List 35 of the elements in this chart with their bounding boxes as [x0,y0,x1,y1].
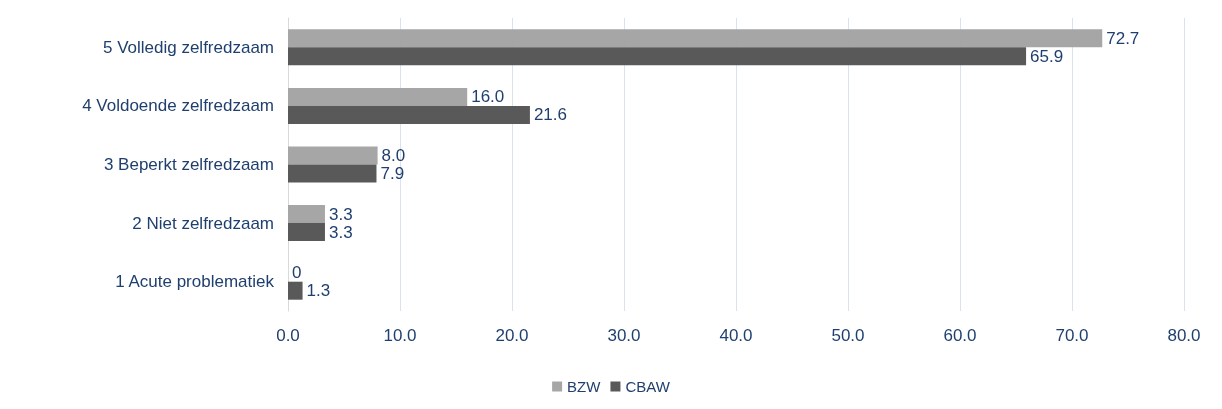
x-tick-label: 20.0 [495,326,529,345]
data-label: 16.0 [471,87,505,107]
bar [288,29,1103,48]
x-tick-label: 10.0 [383,326,417,345]
data-label: 65.9 [1030,46,1064,66]
bar [288,146,378,165]
legend-label: CBAW [625,378,671,395]
bar [288,223,325,242]
bar [288,205,325,224]
data-label: 1.3 [306,281,331,301]
x-tick-label: 40.0 [719,326,753,345]
data-label: 8.0 [381,146,406,165]
data-label: 7.9 [380,164,405,183]
data-label: 72.7 [1106,28,1140,48]
x-tick-label: 0.0 [276,326,300,345]
legend-label: BZW [567,378,602,395]
y-tick-label: 2 Niet zelfredzaam [132,213,274,233]
data-label: 3.3 [328,204,353,224]
bar [288,281,303,300]
bar [288,87,468,106]
y-tick-label: 4 Voldoende zelfredzaam [82,96,274,116]
bar [288,47,1027,66]
x-tick-label: 70.0 [1055,326,1089,345]
x-tick-label: 50.0 [831,326,865,345]
y-tick-label: 5 Volledig zelfredzaam [102,37,274,57]
data-label: 0 [292,263,302,283]
x-tick-label: 30.0 [607,326,641,345]
y-tick-label: 3 Beperkt zelfredzaam [103,155,274,174]
x-tick-label: 80.0 [1167,326,1201,345]
data-label: 21.6 [533,105,568,125]
data-label: 3.3 [328,222,353,242]
y-tick-label: 1 Acute problematiek [115,272,275,292]
x-tick-label: 60.0 [943,326,977,345]
bar [288,164,377,183]
bar [288,105,530,124]
